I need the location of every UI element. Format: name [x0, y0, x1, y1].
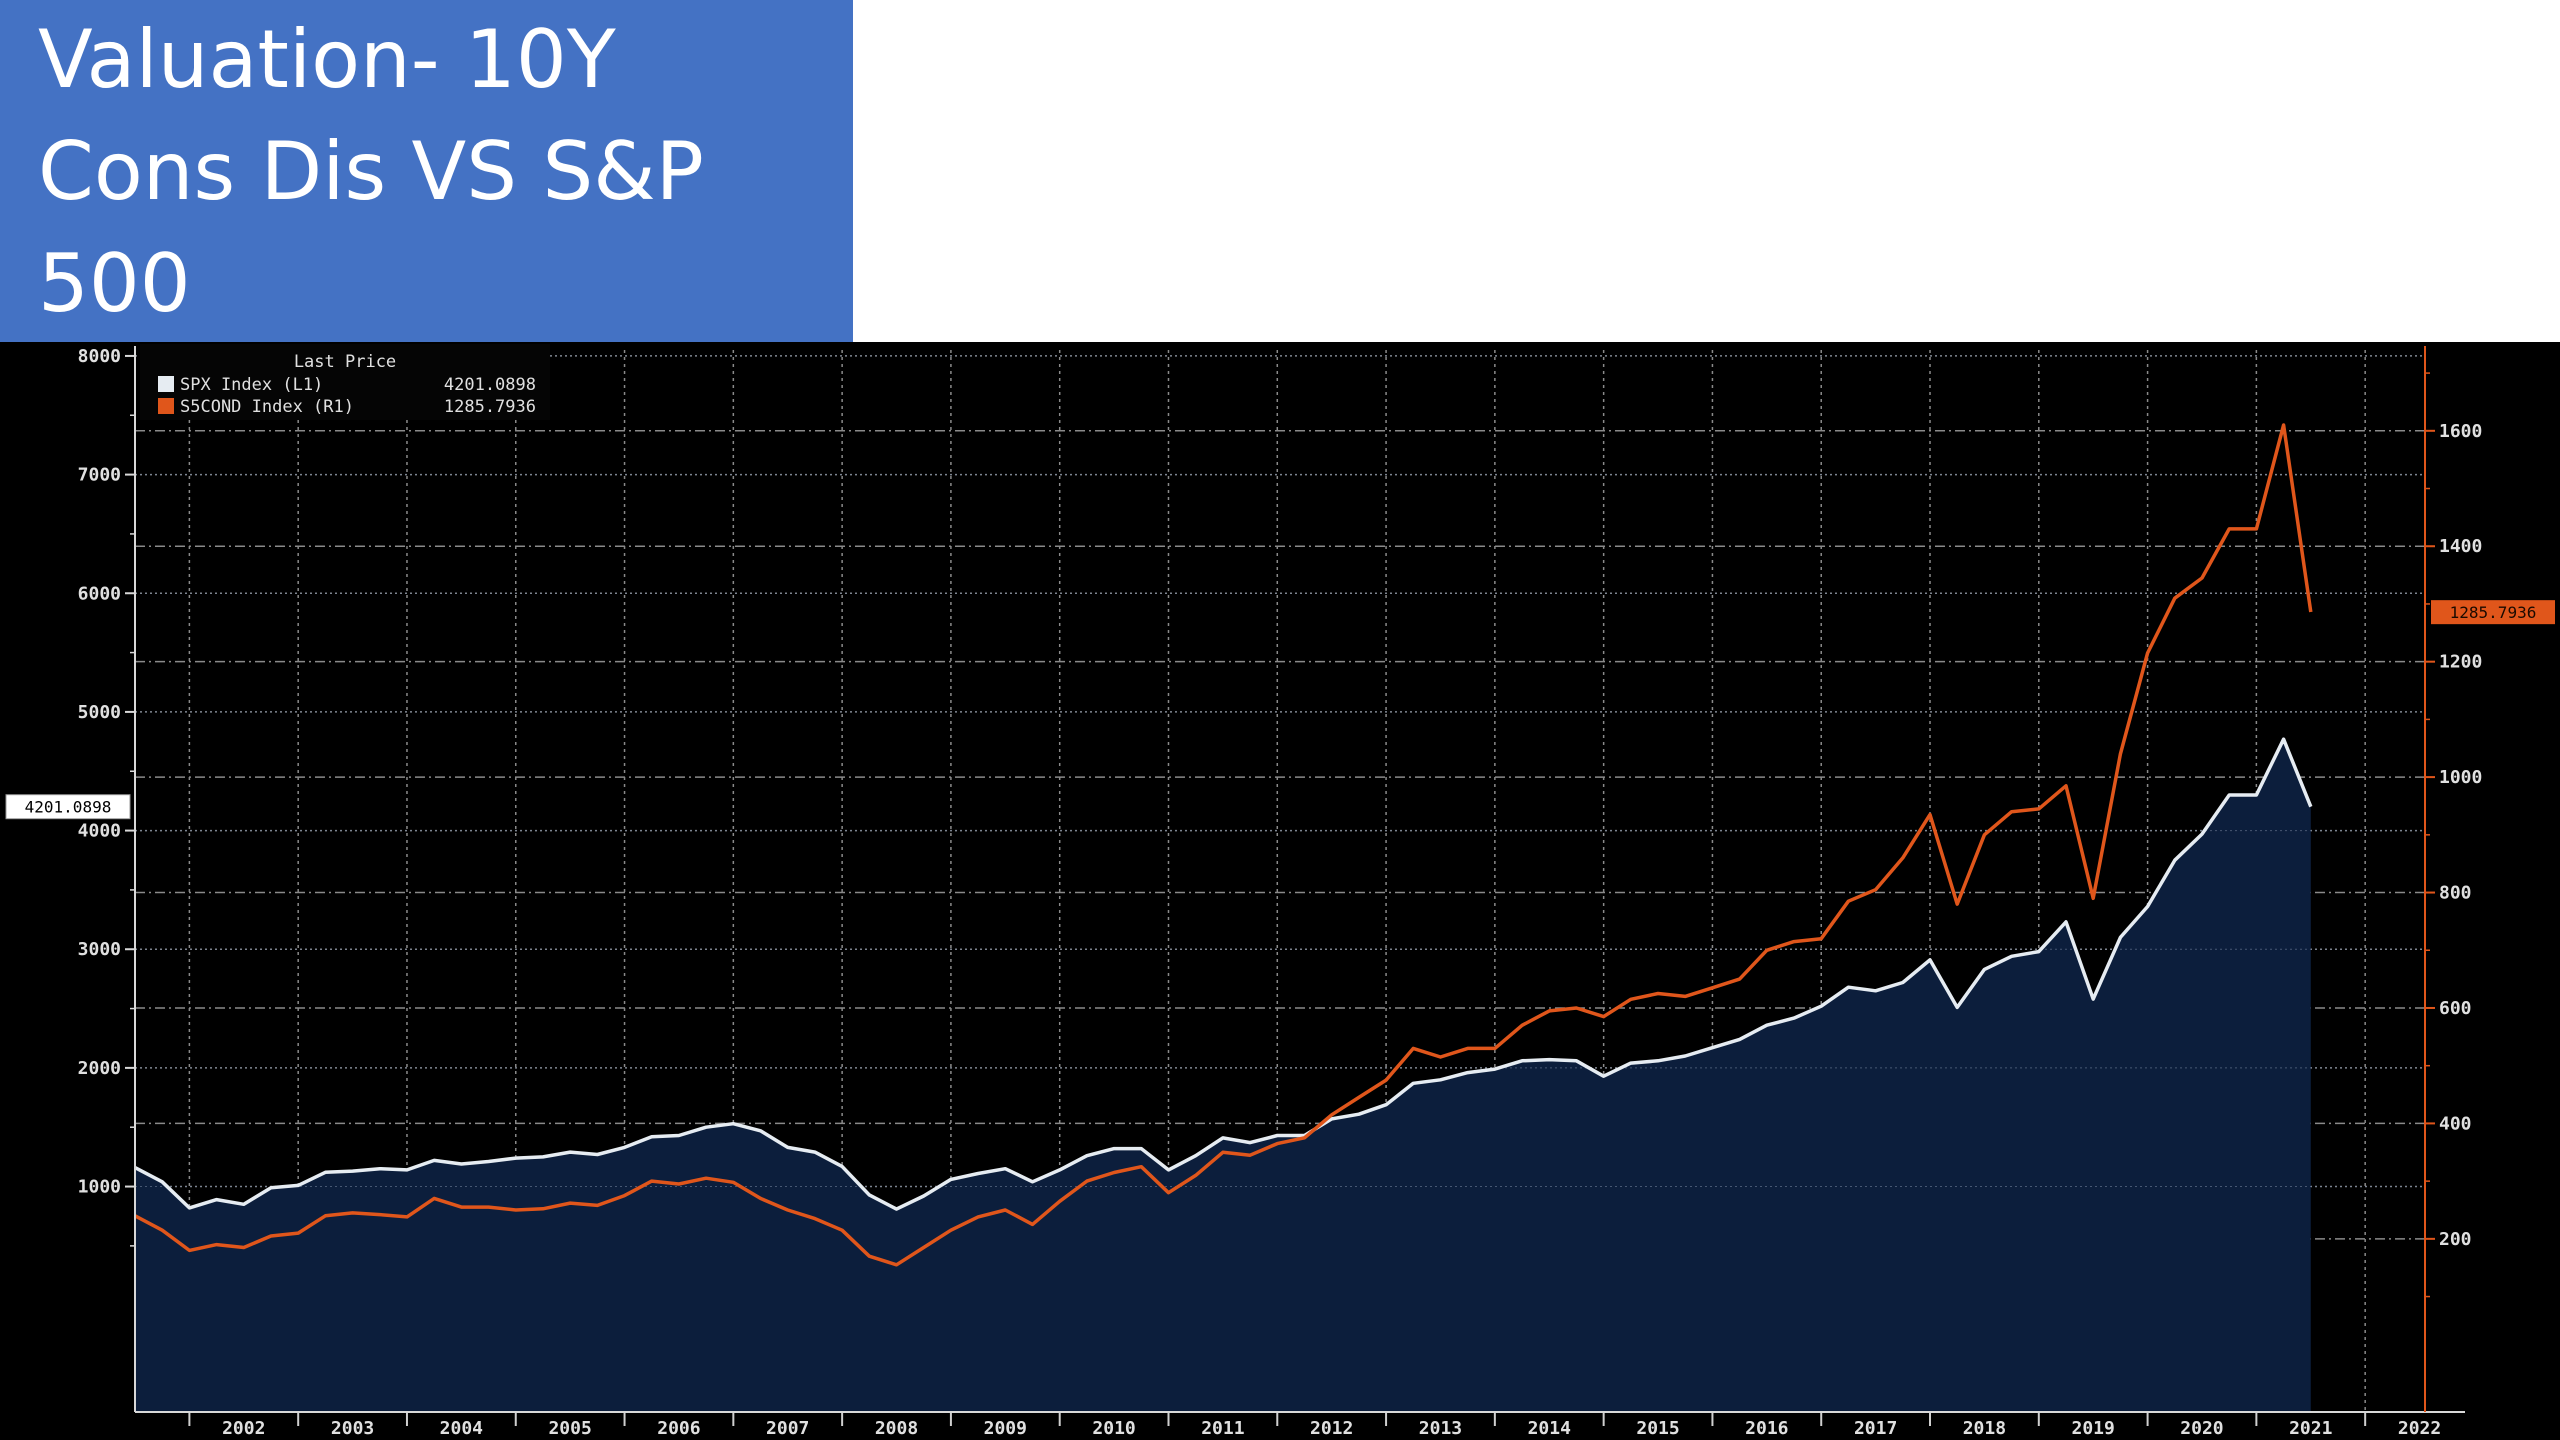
- y-right-tick-label: 1000: [2439, 767, 2482, 788]
- y-left-tick-label: 8000: [78, 346, 121, 367]
- legend-entry-label: SPX Index (L1): [180, 375, 323, 395]
- line-chart: 2002 2003 2004 2005 2006 2007 2008 2009 2010 2011…: [0, 342, 2560, 1440]
- legend-swatch: [158, 398, 174, 414]
- x-tick-label: 2004: [440, 1418, 484, 1439]
- x-tick-label: 2012: [1310, 1418, 1353, 1439]
- chart-panel: 2002 2003 2004 2005 2006 2007 2008 2009 2010 2011…: [0, 342, 2560, 1440]
- s5cond-last-price-box: [2431, 600, 2555, 625]
- legend-swatch: [158, 376, 174, 392]
- y-left-tick-label: 1000: [78, 1177, 121, 1198]
- x-tick-label: 2015: [1636, 1418, 1679, 1439]
- legend-box: [140, 344, 550, 420]
- slide-title-line-1: Valuation- 10Y: [38, 13, 616, 106]
- y-right-tick-label: 400: [2439, 1113, 2472, 1134]
- legend-entry-label: S5COND Index (R1): [180, 397, 354, 417]
- y-right-tick-label: 1400: [2439, 536, 2482, 557]
- legend-entry-value: 1285.7936: [444, 397, 536, 417]
- x-tick-label: 2003: [331, 1418, 374, 1439]
- y-left-tick-label: 3000: [78, 939, 121, 960]
- legend-header: Last Price: [294, 352, 396, 372]
- spx-area: [135, 739, 2311, 1412]
- x-tick-label: 2016: [1745, 1418, 1788, 1439]
- x-tick-label: 2019: [2072, 1418, 2115, 1439]
- s5cond-line: [134, 423, 2313, 1267]
- x-tick-label: 2014: [1528, 1418, 1572, 1439]
- x-tick-label: 2020: [2180, 1418, 2223, 1439]
- y-left-tick-label: 5000: [78, 702, 121, 723]
- y-left-tick-label: 2000: [78, 1058, 121, 1079]
- x-tick-label: 2022: [2398, 1418, 2441, 1439]
- y-left-tick-label: 4000: [78, 821, 121, 842]
- slide-title-line-2: Cons Dis VS S&P: [38, 125, 704, 218]
- s5cond-last-price-label: 1285.7936: [2450, 603, 2537, 622]
- y-right-tick-label: 1600: [2439, 421, 2482, 442]
- x-tick-label: 2017: [1854, 1418, 1897, 1439]
- x-tick-label: 2018: [1963, 1418, 2006, 1439]
- y-left-tick-label: 6000: [78, 583, 121, 604]
- slide-title-line-3: 500: [38, 237, 191, 330]
- x-tick-label: 2007: [766, 1418, 809, 1439]
- x-tick-label: 2008: [875, 1418, 918, 1439]
- x-tick-label: 2011: [1201, 1418, 1244, 1439]
- x-tick-label: 2006: [657, 1418, 700, 1439]
- y-right-tick-label: 600: [2439, 998, 2472, 1019]
- spx-last-price-box: [5, 794, 131, 820]
- x-tick-label: 2010: [1092, 1418, 1135, 1439]
- y-right-tick-label: 200: [2439, 1229, 2472, 1250]
- spx-line: [134, 737, 2313, 1211]
- x-tick-label: 2005: [548, 1418, 591, 1439]
- spx-last-price-label: 4201.0898: [25, 798, 112, 817]
- x-tick-label: 2002: [222, 1418, 265, 1439]
- y-left-tick-label: 7000: [78, 465, 121, 486]
- x-tick-label: 2009: [984, 1418, 1027, 1439]
- y-right-tick-label: 1200: [2439, 652, 2482, 673]
- slide-title: Valuation- 10Y Cons Dis VS S&P 500: [0, 0, 853, 342]
- x-tick-label: 2013: [1419, 1418, 1462, 1439]
- y-right-tick-label: 800: [2439, 883, 2472, 904]
- legend-entry-value: 4201.0898: [444, 375, 536, 395]
- x-tick-label: 2021: [2289, 1418, 2332, 1439]
